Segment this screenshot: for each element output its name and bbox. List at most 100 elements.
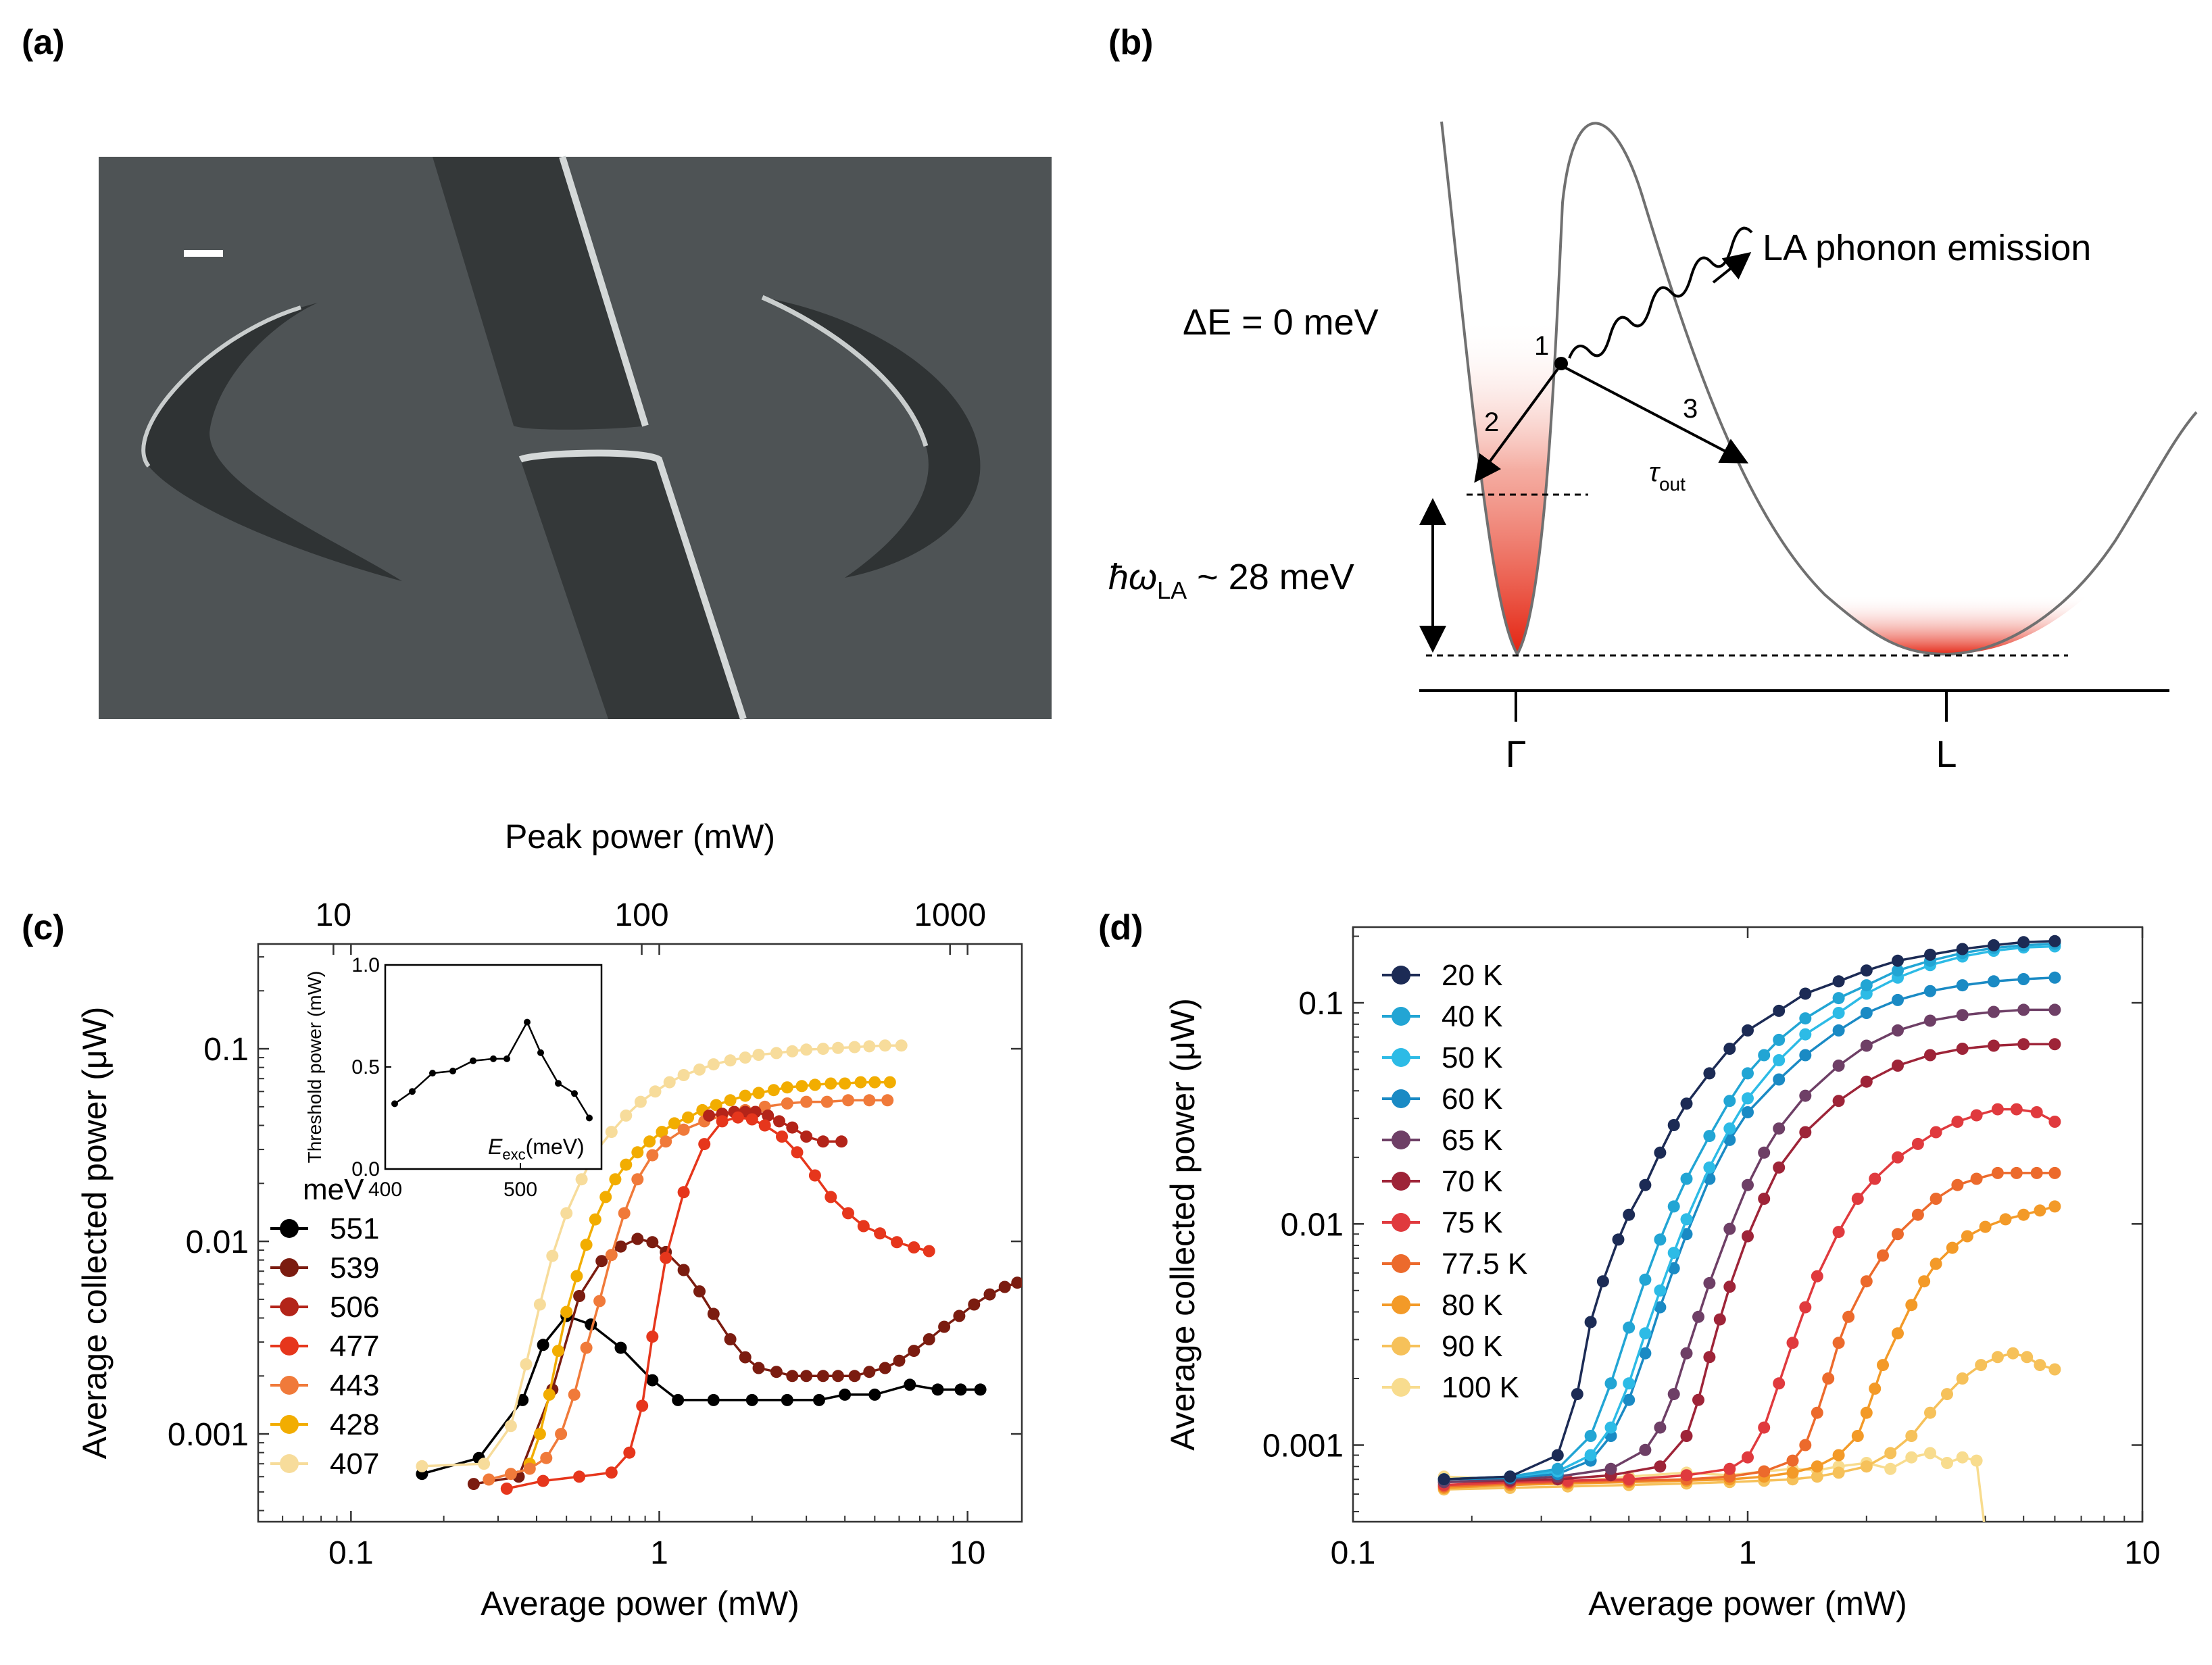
sem-left-crescent-edge <box>141 305 301 468</box>
band-diagram <box>1419 121 2198 722</box>
data-point-539 <box>614 1240 627 1253</box>
legend-marker-70K <box>1392 1172 1410 1191</box>
data-point-50K <box>1832 1007 1845 1019</box>
data-point-90K <box>1991 1351 2004 1364</box>
legend-label-100K: 100 K <box>1442 1371 1519 1404</box>
data-point-60K <box>1639 1347 1652 1360</box>
data-point-40K <box>1639 1273 1652 1286</box>
data-point-539 <box>923 1333 935 1345</box>
data-point-428 <box>752 1087 765 1099</box>
data-point-539 <box>879 1362 891 1374</box>
inset-x-tick-label: 400 <box>368 1178 402 1201</box>
data-point-428 <box>795 1080 808 1093</box>
data-point-443 <box>781 1097 793 1110</box>
gamma-label: Γ <box>1506 732 1527 775</box>
data-point-77.5K <box>1860 1275 1873 1288</box>
data-point-40K <box>1551 1462 1564 1475</box>
series-line-80K <box>1444 1205 2055 1489</box>
data-point-443 <box>881 1094 894 1107</box>
data-point-70K <box>1758 1193 1771 1205</box>
x-axis-label: Average power (mW) <box>481 1585 799 1622</box>
data-point-80K <box>2034 1204 2046 1217</box>
data-point-80K <box>1786 1466 1799 1479</box>
inset-data-point <box>586 1114 593 1122</box>
data-point-77.5K <box>1892 1228 1904 1241</box>
data-point-70K <box>1723 1281 1736 1293</box>
data-point-70K <box>2017 1038 2030 1051</box>
data-point-407 <box>800 1043 813 1056</box>
data-point-50K <box>1623 1377 1636 1390</box>
data-point-80K <box>1946 1241 1959 1254</box>
data-point-50K <box>1584 1449 1597 1462</box>
data-point-40K <box>1860 979 1873 992</box>
data-point-477 <box>825 1191 837 1203</box>
data-point-90K <box>1811 1470 1823 1483</box>
inset-data-point <box>490 1055 497 1062</box>
y-axis-label: Average collected power (μW) <box>76 1007 114 1460</box>
data-point-75K <box>1851 1193 1864 1205</box>
data-point-70K <box>1692 1393 1704 1406</box>
data-point-20K <box>1860 964 1873 977</box>
data-point-90K <box>1941 1388 1953 1401</box>
data-point-65K <box>1639 1443 1652 1456</box>
inset-y-tick-label: 0.0 <box>351 1158 380 1181</box>
legend-label-551: 551 <box>330 1212 379 1245</box>
data-point-477 <box>698 1138 711 1151</box>
top-tick-label: 10 <box>316 897 351 933</box>
data-point-50K <box>1742 1092 1754 1105</box>
data-point-428 <box>808 1078 821 1091</box>
data-point-428 <box>533 1428 546 1441</box>
data-point-407 <box>707 1058 720 1071</box>
data-point-551 <box>974 1383 987 1396</box>
data-point-443 <box>523 1462 536 1475</box>
l-label: L <box>1936 732 1957 775</box>
data-point-539 <box>848 1370 861 1383</box>
data-point-50K <box>1703 1161 1716 1174</box>
data-point-477 <box>500 1483 513 1495</box>
x-tick-label: 1 <box>1739 1535 1757 1571</box>
data-point-539 <box>983 1288 996 1301</box>
sem-bridge-upper <box>433 157 645 430</box>
data-point-75K <box>2048 1116 2061 1128</box>
legend: 20 K 40 K 50 K 60 K 65 K 70 K 75 K 77.5 K 80 K 90… <box>1382 959 1527 1404</box>
data-point-477 <box>646 1331 659 1343</box>
data-point-75K <box>1773 1377 1786 1390</box>
data-point-75K <box>1832 1226 1845 1239</box>
legend-label-75K: 75 K <box>1442 1206 1503 1239</box>
data-point-75K <box>1786 1337 1799 1349</box>
data-point-443 <box>842 1094 854 1107</box>
data-point-407 <box>816 1043 829 1055</box>
data-point-539 <box>677 1264 690 1276</box>
data-point-90K <box>1924 1406 1936 1419</box>
data-point-90K <box>1860 1460 1873 1473</box>
data-point-477 <box>908 1241 920 1253</box>
legend-label-443: 443 <box>330 1369 379 1402</box>
step-label-3: 3 <box>1683 394 1698 424</box>
data-point-20K <box>1551 1449 1564 1462</box>
data-point-70K <box>1860 1075 1873 1088</box>
scatter-arrow-2 <box>1474 365 1561 483</box>
data-point-20K <box>1723 1043 1736 1055</box>
data-point-50K <box>1654 1284 1667 1297</box>
data-point-50K <box>1723 1122 1736 1135</box>
sem-bridge-lower-edge <box>518 449 747 720</box>
data-point-539 <box>968 1298 981 1311</box>
data-point-443 <box>504 1468 517 1481</box>
data-point-443 <box>593 1295 606 1308</box>
data-point-80K <box>1999 1213 2012 1226</box>
data-point-20K <box>1680 1097 1693 1110</box>
data-point-50K <box>1799 1028 1812 1041</box>
data-point-539 <box>832 1370 844 1383</box>
legend-marker-40K <box>1392 1007 1410 1026</box>
data-point-407 <box>560 1207 573 1220</box>
data-point-40K <box>1680 1172 1693 1185</box>
sem-right-crescent <box>762 297 981 578</box>
legend-label-80K: 80 K <box>1442 1289 1503 1322</box>
y-tick-label: 0.001 <box>168 1417 249 1453</box>
data-point-407 <box>546 1249 559 1262</box>
data-point-100K <box>1884 1462 1897 1475</box>
data-point-75K <box>1930 1126 1942 1139</box>
sem-bridge-lower <box>520 453 743 719</box>
data-point-407 <box>533 1298 546 1311</box>
